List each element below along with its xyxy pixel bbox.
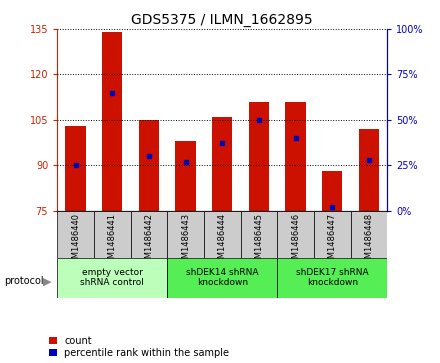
Bar	[277, 258, 387, 298]
Text: ▶: ▶	[43, 276, 51, 286]
Text: shDEK14 shRNA
knockdown: shDEK14 shRNA knockdown	[186, 268, 258, 287]
Bar	[359, 129, 379, 211]
Bar	[139, 120, 159, 211]
Bar	[66, 126, 86, 211]
Text: GSM1486441: GSM1486441	[108, 213, 117, 269]
Bar	[94, 211, 131, 258]
Bar	[102, 32, 122, 211]
Bar	[131, 211, 167, 258]
Text: GSM1486447: GSM1486447	[328, 213, 337, 269]
Bar	[57, 211, 94, 258]
Bar	[277, 211, 314, 258]
Title: GDS5375 / ILMN_1662895: GDS5375 / ILMN_1662895	[132, 13, 313, 26]
Bar	[322, 171, 342, 211]
Bar	[351, 211, 387, 258]
Bar	[212, 117, 232, 211]
Text: GSM1486440: GSM1486440	[71, 213, 80, 269]
Bar	[249, 102, 269, 211]
Text: protocol: protocol	[4, 276, 44, 286]
Bar	[57, 258, 167, 298]
Text: GSM1486444: GSM1486444	[218, 213, 227, 269]
Bar	[314, 211, 351, 258]
Text: GSM1486443: GSM1486443	[181, 213, 190, 269]
Bar	[176, 141, 196, 211]
Bar	[241, 211, 277, 258]
Bar	[204, 211, 241, 258]
Text: GSM1486442: GSM1486442	[144, 213, 154, 269]
Text: GSM1486448: GSM1486448	[364, 213, 374, 269]
Text: GSM1486445: GSM1486445	[254, 213, 264, 269]
Text: empty vector
shRNA control: empty vector shRNA control	[80, 268, 144, 287]
Text: shDEK17 shRNA
knockdown: shDEK17 shRNA knockdown	[296, 268, 369, 287]
Bar	[167, 258, 277, 298]
Bar	[167, 211, 204, 258]
Legend: count, percentile rank within the sample: count, percentile rank within the sample	[49, 336, 229, 358]
Bar	[286, 102, 306, 211]
Text: GSM1486446: GSM1486446	[291, 213, 300, 269]
